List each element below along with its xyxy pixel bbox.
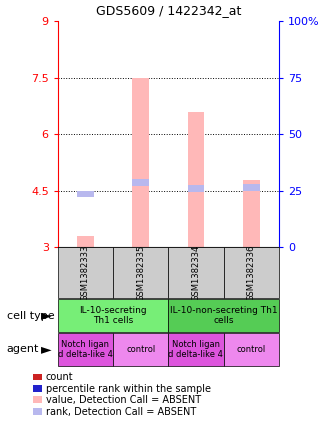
Bar (168, 247, 224, 298)
Bar (77, 236, 94, 247)
Text: GSM1382334: GSM1382334 (191, 245, 200, 301)
Text: IL-10-secreting
Th1 cells: IL-10-secreting Th1 cells (79, 306, 147, 325)
Text: agent: agent (7, 344, 39, 354)
Text: cell type: cell type (7, 310, 54, 321)
Bar (224, 247, 279, 298)
Title: GDS5609 / 1422342_at: GDS5609 / 1422342_at (96, 4, 241, 17)
Text: ►: ► (41, 342, 51, 357)
Bar (113, 247, 168, 298)
Text: count: count (46, 372, 73, 382)
Text: control: control (237, 345, 266, 354)
Bar (243, 180, 259, 247)
Text: IL-10-non-secreting Th1
cells: IL-10-non-secreting Th1 cells (170, 306, 278, 325)
Bar (243, 184, 259, 190)
Bar (188, 112, 204, 247)
Text: value, Detection Call = ABSENT: value, Detection Call = ABSENT (46, 395, 201, 405)
Bar (58, 247, 113, 298)
Text: ►: ► (41, 308, 51, 323)
Bar (58, 299, 168, 332)
Bar (188, 185, 204, 192)
Bar (132, 78, 149, 247)
Bar (58, 333, 113, 366)
Text: GSM1382333: GSM1382333 (81, 244, 90, 301)
Text: GSM1382335: GSM1382335 (136, 245, 145, 301)
Text: GSM1382336: GSM1382336 (247, 244, 256, 301)
Text: control: control (126, 345, 155, 354)
Text: percentile rank within the sample: percentile rank within the sample (46, 384, 211, 394)
Text: Notch ligan
d delta-like 4: Notch ligan d delta-like 4 (169, 340, 223, 359)
Bar (168, 333, 224, 366)
Text: Notch ligan
d delta-like 4: Notch ligan d delta-like 4 (58, 340, 113, 359)
Bar (168, 299, 279, 332)
Bar (77, 190, 94, 197)
Bar (113, 333, 168, 366)
Bar (224, 333, 279, 366)
Text: rank, Detection Call = ABSENT: rank, Detection Call = ABSENT (46, 407, 196, 417)
Bar (132, 179, 149, 186)
